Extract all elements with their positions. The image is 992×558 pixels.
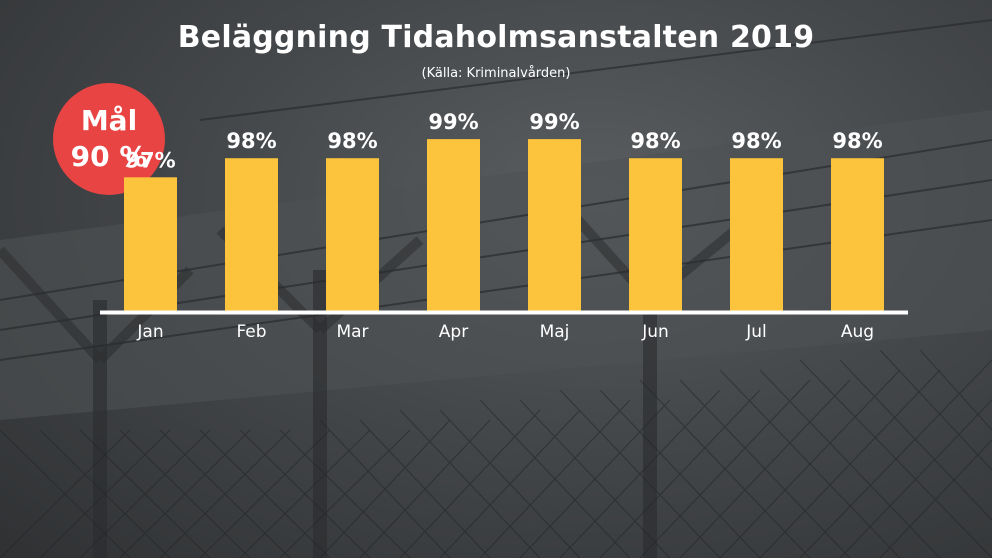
chart-title: Beläggning Tidaholmsanstalten 2019 [177,20,815,55]
x-tick-mar: Mar [336,322,368,342]
data-label-jul: 98% [731,129,781,153]
data-label-jan: 97% [125,148,175,172]
bar-feb [225,158,278,311]
x-tick-feb: Feb [236,322,266,342]
chart-subtitle: (Källa: Kriminalvården) [421,66,571,81]
data-label-feb: 98% [226,129,276,153]
data-label-mar: 98% [327,129,377,153]
x-tick-jul: Jul [745,322,767,342]
bar-jun [629,158,682,311]
data-label-jun: 98% [630,129,680,153]
bar-apr [427,139,480,311]
bar-jan [124,177,177,311]
goal-value: 90 % [70,140,148,173]
bar-jul [730,158,783,311]
x-tick-maj: Maj [540,322,570,342]
x-tick-aug: Aug [841,322,874,342]
x-tick-jun: Jun [641,322,669,342]
data-label-aug: 98% [832,129,882,153]
x-tick-apr: Apr [439,322,468,342]
data-label-apr: 99% [428,110,478,134]
goal-badge: Mål 90 % [53,83,165,195]
goal-label: Mål [80,104,138,137]
bar-maj [528,139,581,311]
bar-aug [831,158,884,311]
data-label-maj: 99% [529,110,579,134]
bar-mar [326,158,379,311]
x-tick-jan: Jan [136,322,163,342]
